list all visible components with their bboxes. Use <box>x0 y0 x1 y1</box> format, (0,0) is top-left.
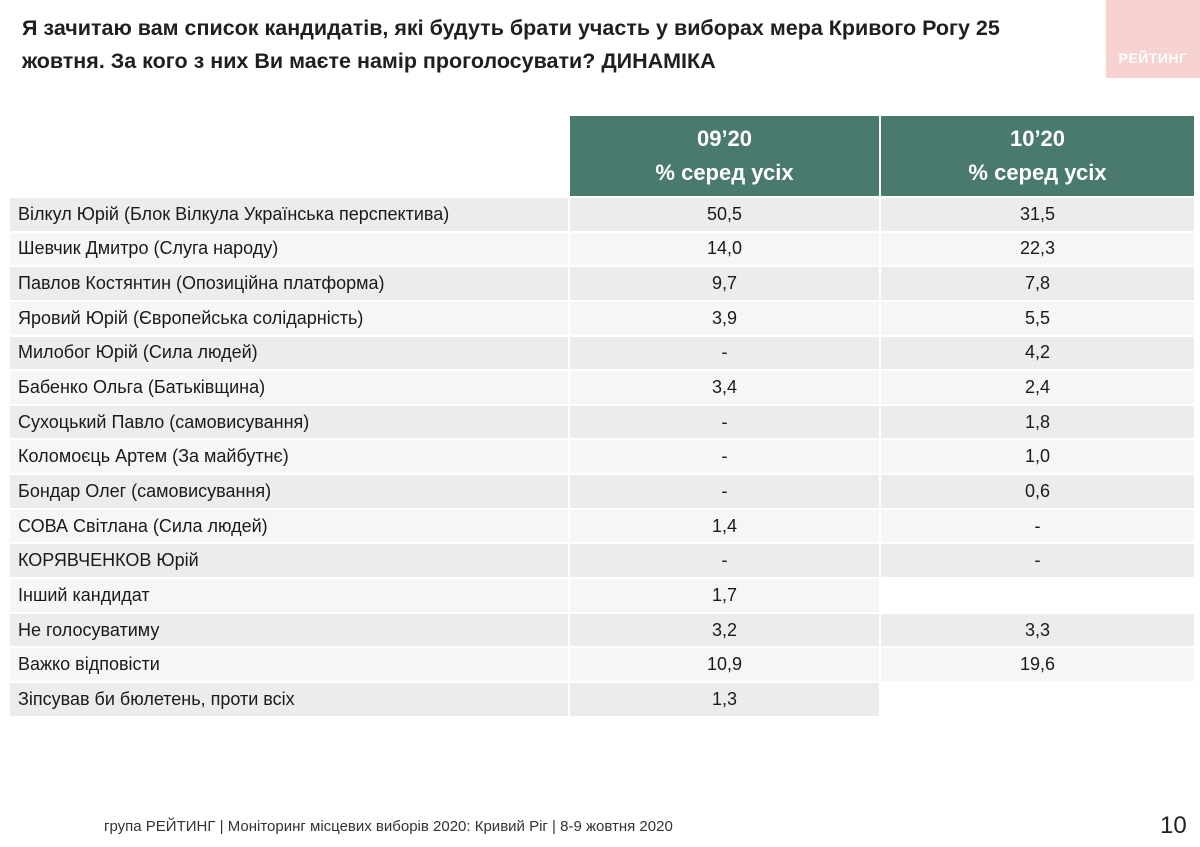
value-cell-1020: 22,3 <box>879 230 1194 266</box>
column-header-1020-subtitle: % серед усіх <box>968 160 1107 185</box>
candidate-name-cell: СОВА Світлана (Сила людей) <box>10 507 568 543</box>
value-cell-0920: 3,9 <box>568 299 879 335</box>
table-row: Сухоцький Павло (самовисування) -1,8 <box>10 403 1194 439</box>
candidate-name-cell: Милобог Юрій (Сила людей) <box>10 334 568 370</box>
header-blank-cell <box>10 116 568 196</box>
candidate-name-cell: Зіпсував би бюлетень, проти всіх <box>10 680 568 716</box>
table-row: Інший кандидат 1,7 <box>10 577 1194 612</box>
candidate-name-cell: Не голосуватиму <box>10 611 568 647</box>
value-cell-1020: 2,4 <box>879 369 1194 404</box>
column-header-0920: 09’20 % серед усіх <box>568 116 879 196</box>
table-row: Не голосуватиму 3,2 3,3 <box>10 611 1194 647</box>
value-cell-0920: - <box>568 334 879 370</box>
value-cell-0920: 1,4 <box>568 507 879 543</box>
table-row: Яровий Юрій (Європейська солідарність) 3,… <box>10 299 1194 335</box>
value-cell-0920: - <box>568 473 879 508</box>
value-cell-1020: 0,6 <box>879 473 1194 508</box>
table-row: Вілкул Юрій (Блок Вілкула Українська пер… <box>10 196 1194 231</box>
candidate-name-cell: Бабенко Ольга (Батьківщина) <box>10 369 568 404</box>
value-cell-0920: - <box>568 438 879 474</box>
value-cell-0920: 10,9 <box>568 646 879 681</box>
rating-logo-text: РЕЙТИНГ <box>1118 50 1188 66</box>
candidate-name-cell: Вілкул Юрій (Блок Вілкула Українська пер… <box>10 196 568 231</box>
value-cell-1020: - <box>879 542 1194 578</box>
value-cell-1020: 19,6 <box>879 646 1194 681</box>
candidate-name-cell: Інший кандидат <box>10 577 568 612</box>
table-row: КОРЯВЧЕНКОВ Юрій - - <box>10 542 1194 578</box>
candidate-name-cell: Важко відповісти <box>10 646 568 681</box>
value-cell-0920: - <box>568 403 879 439</box>
value-cell-0920: 50,5 <box>568 196 879 231</box>
candidate-name-cell: Сухоцький Павло (самовисування) <box>10 403 568 439</box>
value-cell-1020: 31,5 <box>879 196 1194 231</box>
table-row: Коломоєць Артем (За майбутнє) -1,0 <box>10 438 1194 474</box>
value-cell-1020: - <box>879 507 1194 543</box>
table-row: Бондар Олег (самовисування) -0,6 <box>10 473 1194 508</box>
value-cell-0920: 1,3 <box>568 680 879 716</box>
candidate-name-cell: Павлов Костянтин (Опозиційна платформа) <box>10 265 568 300</box>
value-cell-1020: 7,8 <box>879 265 1194 300</box>
value-cell-0920: 3,2 <box>568 611 879 647</box>
table-row: Зіпсував би бюлетень, проти всіх 1,3 <box>10 680 1194 716</box>
value-cell-0920: 1,7 <box>568 577 879 612</box>
page-number: 10 <box>1160 812 1187 839</box>
rating-logo: РЕЙТИНГ <box>1106 0 1200 78</box>
slide-title-line-2: жовтня. За кого з них Ви маєте намір про… <box>22 49 716 73</box>
table-row: Милобог Юрій (Сила людей) -4,2 <box>10 334 1194 370</box>
table-row: Шевчик Дмитро (Слуга народу) 14,0 22,3 <box>10 230 1194 266</box>
results-table-body: Вілкул Юрій (Блок Вілкула Українська пер… <box>10 196 1194 716</box>
value-cell-0920: - <box>568 542 879 578</box>
value-cell-1020: 5,5 <box>879 299 1194 335</box>
candidate-name-cell: Бондар Олег (самовисування) <box>10 473 568 508</box>
value-cell-0920: 9,7 <box>568 265 879 300</box>
value-cell-1020 <box>879 577 1194 612</box>
table-row: СОВА Світлана (Сила людей) 1,4- <box>10 507 1194 543</box>
table-row: Павлов Костянтин (Опозиційна платформа) 9… <box>10 265 1194 300</box>
slide-title-line-1: Я зачитаю вам список кандидатів, які буд… <box>22 16 1000 40</box>
column-header-1020-period: 10’20 <box>1009 126 1066 151</box>
footer-text: група РЕЙТИНГ | Моніторинг місцевих вибо… <box>104 818 673 835</box>
value-cell-1020: 4,2 <box>879 334 1194 370</box>
candidate-name-cell: Коломоєць Артем (За майбутнє) <box>10 438 568 474</box>
value-cell-1020: 1,8 <box>879 403 1194 439</box>
value-cell-0920: 3,4 <box>568 369 879 404</box>
column-header-1020: 10’20 % серед усіх <box>879 116 1194 196</box>
value-cell-1020: 3,3 <box>879 611 1194 647</box>
value-cell-1020: 1,0 <box>879 438 1194 474</box>
table-row: Бабенко Ольга (Батьківщина) 3,4 2,4 <box>10 369 1194 404</box>
candidate-name-cell: Шевчик Дмитро (Слуга народу) <box>10 230 568 266</box>
column-header-0920-period: 09’20 <box>696 126 753 151</box>
results-table: 09’20 % серед усіх 10’20 % серед усіх Ві… <box>10 116 1194 716</box>
value-cell-1020 <box>879 680 1194 716</box>
table-row: Важко відповісти 10,9 19,6 <box>10 646 1194 681</box>
column-header-0920-subtitle: % серед усіх <box>655 160 794 185</box>
candidate-name-cell: Яровий Юрій (Європейська солідарність) <box>10 299 568 335</box>
candidate-name-cell: КОРЯВЧЕНКОВ Юрій <box>10 542 568 578</box>
table-header-row: 09’20 % серед усіх 10’20 % серед усіх <box>10 116 1194 196</box>
slide-title: Я зачитаю вам список кандидатів, які буд… <box>22 12 1082 78</box>
value-cell-0920: 14,0 <box>568 230 879 266</box>
